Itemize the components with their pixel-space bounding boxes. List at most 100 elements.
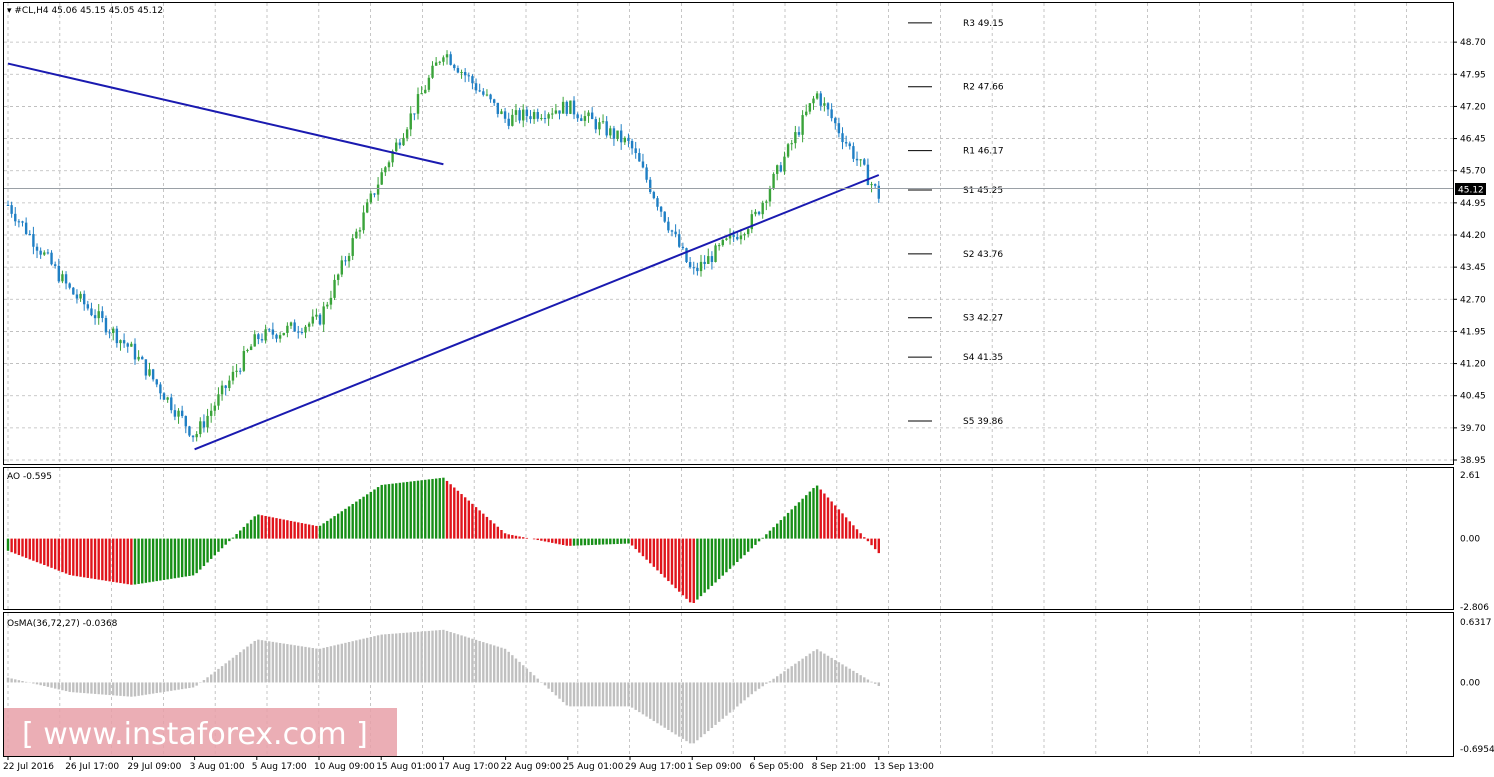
ao-pane: [3, 467, 1454, 610]
pivot-level-label: R3 49.15: [963, 19, 1004, 29]
candle-body: [75, 294, 79, 299]
candle-body: [206, 415, 209, 428]
time-tick-label: 22 Jul 2016: [3, 762, 54, 772]
price-tick-label: 41.95: [1460, 327, 1486, 337]
osma-tick-label: 0.00: [1460, 678, 1480, 688]
time-tick-label: 29 Aug 17:00: [625, 762, 686, 772]
candle-body: [489, 94, 492, 100]
candle-body: [130, 343, 133, 347]
candle-body: [286, 325, 289, 333]
candle-body: [623, 137, 627, 143]
candle-body: [72, 287, 75, 295]
candle-body: [576, 114, 579, 119]
candle-body: [561, 101, 565, 114]
time-tick-label: 6 Sep 05:00: [749, 762, 804, 772]
candle-body: [373, 193, 376, 195]
candle-body: [496, 102, 500, 114]
candle-body: [873, 184, 877, 186]
candle-body: [336, 274, 340, 280]
candle-body: [736, 236, 739, 240]
ao-label: AO -0.595: [7, 472, 52, 482]
candle-body: [14, 213, 17, 222]
price-tick-label: 38.95: [1460, 456, 1486, 466]
candle-body: [101, 311, 104, 319]
candle-body: [797, 132, 801, 135]
candle-body: [449, 54, 452, 65]
candle-body: [478, 90, 481, 92]
candle-body: [344, 260, 347, 262]
candle-body: [162, 393, 166, 400]
candle-body: [166, 397, 169, 400]
candles: [6, 50, 880, 442]
candle-body: [17, 221, 21, 223]
candle-body: [35, 246, 39, 251]
candle-body: [877, 185, 880, 199]
candle-body: [21, 221, 24, 223]
candle-body: [703, 261, 706, 264]
pivot-level-label: S1 45.25: [963, 186, 1003, 196]
candle-body: [199, 421, 202, 435]
candle-body: [333, 279, 336, 298]
candle-body: [188, 426, 191, 436]
candle-body: [790, 143, 793, 145]
candle-body: [844, 142, 848, 144]
candle-body: [246, 349, 249, 352]
candle-body: [569, 100, 572, 114]
candle-body: [834, 118, 837, 124]
candle-body: [721, 239, 724, 246]
candle-body: [540, 118, 543, 120]
candle-body: [315, 314, 318, 317]
candle-body: [271, 329, 275, 335]
candle-body: [605, 121, 608, 136]
candle-body: [213, 405, 217, 411]
candle-body: [53, 264, 57, 266]
candle-body: [754, 211, 757, 215]
candle-body: [692, 267, 695, 269]
candle-body: [638, 153, 641, 162]
candle-body: [518, 110, 521, 121]
candle-body: [522, 109, 525, 121]
time-tick-label: 8 Sep 21:00: [812, 762, 867, 772]
pivot-level-label: S5 39.86: [963, 417, 1003, 427]
pivot-levels: R3 49.15 R2 47.66 R1 46.17 S1 45.25 S2 43.76…: [908, 19, 1004, 427]
candle-body: [416, 94, 420, 114]
time-tick-label: 25 Aug 01:00: [563, 762, 624, 772]
candle-body: [104, 318, 108, 333]
candle-body: [431, 65, 434, 78]
watermark: [ www.instaforex.com ]: [4, 708, 397, 756]
candle-body: [340, 260, 344, 275]
candle-body: [572, 100, 576, 115]
candle-body: [645, 167, 648, 180]
candle-body: [598, 122, 601, 130]
candle-body: [424, 89, 427, 94]
chart-menu-icon[interactable]: ▾: [7, 6, 14, 16]
candle-body: [293, 322, 296, 332]
pivot-level-label: S2 43.76: [963, 250, 1003, 260]
candle-body: [209, 410, 213, 416]
candle-body: [630, 140, 634, 149]
candle-body: [649, 179, 652, 193]
candle-body: [485, 94, 489, 96]
candle-body: [50, 252, 53, 265]
candle-body: [514, 110, 518, 115]
trend-line: [194, 174, 880, 451]
candle-body: [202, 421, 206, 428]
candle-body: [612, 128, 616, 139]
candle-body: [808, 103, 812, 112]
candle-body: [500, 111, 503, 114]
candle-body: [583, 116, 587, 121]
candle-body: [663, 211, 666, 222]
candle-body: [366, 202, 369, 213]
candle-body: [674, 231, 677, 235]
candle-body: [90, 308, 93, 316]
axes: 48.70 47.95 47.20 46.45 45.70 44.95 44.20 43.45…: [3, 38, 1494, 772]
candle-body: [805, 111, 808, 116]
candle-body: [427, 77, 431, 90]
time-tick-label: 1 Sep 09:00: [687, 762, 742, 772]
candle-body: [326, 304, 329, 307]
candle-body: [39, 250, 42, 255]
candle-body: [126, 343, 129, 347]
time-tick-label: 13 Sep 13:00: [874, 762, 934, 772]
candle-body: [852, 146, 855, 159]
